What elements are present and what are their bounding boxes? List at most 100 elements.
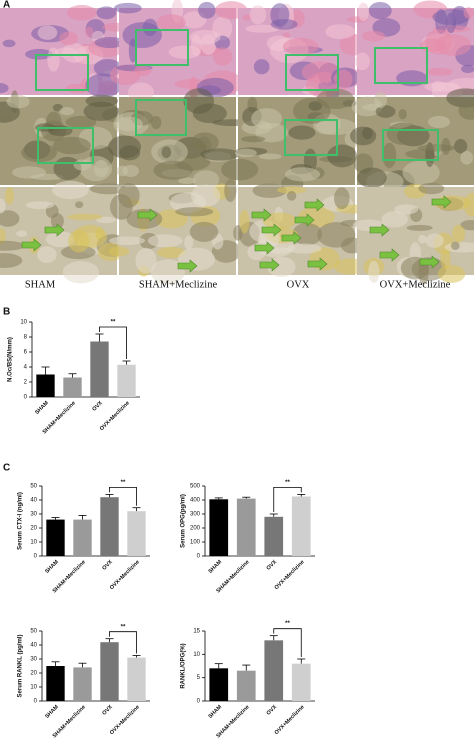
tissue-texture — [96, 216, 117, 224]
bar — [236, 670, 256, 701]
tissue-texture — [417, 144, 456, 152]
tissue-texture — [418, 234, 427, 244]
tissue-texture — [394, 204, 419, 215]
tissue-texture — [5, 187, 15, 205]
y-tick-label: 0 — [197, 554, 201, 560]
y-tick-label: 6 — [24, 350, 28, 356]
tissue-texture — [252, 183, 287, 198]
tissue-texture — [0, 83, 9, 94]
bar — [63, 377, 82, 397]
tissue-texture — [50, 213, 64, 230]
tissue-texture — [25, 201, 55, 210]
x-tick-label: SHAM — [44, 559, 60, 575]
tissue-texture — [47, 47, 60, 72]
tissue-texture — [110, 194, 133, 220]
tissue-texture — [6, 94, 30, 109]
y-tick-label: 200 — [190, 526, 201, 532]
tissue-texture — [93, 159, 109, 178]
y-axis-label: Serum OPG(pg/ml) — [181, 494, 187, 548]
column-label: OVX — [287, 279, 310, 290]
y-tick-label: 10 — [30, 540, 37, 546]
roi-box — [284, 119, 338, 156]
y-tick-label: 2 — [24, 380, 28, 386]
tissue-texture — [276, 186, 307, 194]
bar — [209, 499, 229, 556]
tissue-texture — [458, 101, 474, 120]
bar — [117, 364, 136, 397]
y-tick-label: 50 — [30, 484, 37, 490]
tissue-texture — [116, 165, 129, 177]
tissue-texture — [381, 211, 408, 228]
tissue-texture — [68, 229, 90, 253]
significance-label: ** — [111, 320, 116, 326]
tissue-texture — [114, 2, 142, 14]
tissue-texture — [234, 148, 257, 158]
column-label: SHAM — [25, 279, 56, 290]
tissue-texture — [460, 220, 474, 231]
significance-bracket — [273, 486, 302, 512]
column-label: OVX+Meclizine — [380, 279, 451, 290]
bar — [46, 519, 65, 556]
bar — [127, 657, 146, 701]
panel-label: B — [3, 307, 10, 318]
significance-label: ** — [121, 624, 126, 630]
tissue-texture — [156, 246, 186, 259]
tissue-texture — [451, 241, 460, 251]
tissue-texture — [147, 234, 183, 248]
tissue-texture — [445, 12, 456, 34]
y-tick-label: 8 — [24, 335, 28, 341]
arrow-marker — [261, 223, 282, 237]
tissue-texture — [398, 109, 407, 120]
significance-label: ** — [285, 480, 290, 486]
y-tick-label: 500 — [190, 484, 201, 490]
tissue-texture — [2, 39, 16, 48]
y-tick-label: 40 — [30, 498, 37, 504]
arrow-marker — [431, 195, 452, 209]
tissue-texture — [150, 259, 185, 285]
tissue-texture — [354, 52, 370, 71]
tissue-texture — [286, 190, 297, 201]
x-tick-label: SHAM — [34, 400, 50, 416]
x-tick-label: OVX — [101, 559, 114, 572]
bar — [264, 640, 284, 701]
tissue-texture — [150, 115, 162, 130]
tissue-texture — [461, 64, 474, 74]
tissue-texture — [108, 135, 142, 159]
arrow-marker — [369, 223, 390, 237]
y-tick-label: 10 — [20, 320, 27, 326]
tissue-texture — [83, 101, 119, 121]
tissue-texture — [189, 221, 219, 242]
y-tick-label: 300 — [190, 512, 201, 518]
tissue-texture — [37, 246, 57, 263]
tissue-texture — [245, 24, 280, 33]
tissue-texture — [361, 30, 386, 42]
arrow-marker — [137, 208, 158, 222]
tissue-texture — [0, 228, 6, 245]
arrow-marker — [21, 238, 42, 252]
arrow-marker — [177, 259, 198, 273]
tissue-texture — [134, 65, 152, 77]
x-tick-label: OVX+Meclizine — [99, 400, 131, 432]
bar — [100, 642, 119, 701]
tissue-texture — [375, 105, 396, 118]
bar — [36, 374, 55, 397]
tissue-texture — [59, 107, 75, 116]
tissue-texture — [382, 142, 397, 169]
roi-box — [35, 54, 89, 91]
y-tick-label: 15 — [193, 629, 200, 635]
y-tick-label: 10 — [193, 652, 200, 658]
tissue-texture — [37, 25, 58, 40]
tissue-texture — [239, 209, 250, 234]
bar — [209, 668, 229, 701]
tissue-texture — [316, 88, 355, 110]
significance-bracket — [99, 326, 127, 359]
tissue-texture — [184, 235, 194, 250]
arrow-marker — [294, 213, 315, 227]
tissue-texture — [73, 159, 92, 171]
x-tick-label: OVX+Meclizine — [274, 704, 306, 736]
bar — [291, 496, 311, 556]
tissue-texture — [325, 24, 356, 39]
tissue-texture — [84, 26, 94, 38]
tissue-texture — [16, 230, 28, 237]
tissue-texture — [183, 88, 215, 114]
